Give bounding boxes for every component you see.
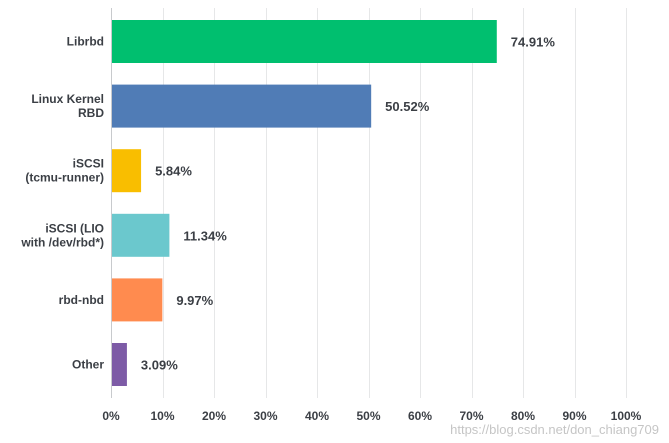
bar — [112, 149, 142, 193]
x-axis-tick-labels: 0% 10% 20% 30% 40% 50% 60% 70% 80% 90% 100% — [102, 409, 641, 423]
x-tick-label: 100% — [611, 409, 642, 423]
bar — [112, 84, 372, 128]
x-tick-label: 30% — [253, 409, 277, 423]
category-label-line: (tcmu-runner) — [25, 171, 104, 185]
grid-lines — [111, 8, 627, 398]
x-tick-label: 70% — [459, 409, 483, 423]
value-label: 3.09% — [141, 358, 178, 373]
bars — [112, 20, 497, 386]
category-label-line: with /dev/rbd*) — [20, 235, 104, 249]
category-label: iSCSI(tcmu-runner) — [25, 157, 104, 185]
x-tick-label: 40% — [305, 409, 329, 423]
category-label-line: RBD — [78, 106, 104, 120]
x-tick-label: 10% — [150, 409, 174, 423]
x-tick-label: 0% — [102, 409, 120, 423]
category-label: Librbd — [67, 35, 104, 49]
category-label-line: Other — [72, 358, 104, 372]
category-label: Other — [72, 358, 104, 372]
bar — [112, 343, 127, 386]
x-tick-label: 90% — [562, 409, 586, 423]
value-label: 5.84% — [155, 164, 192, 179]
x-tick-label: 60% — [408, 409, 432, 423]
category-label-line: iSCSI — [73, 157, 104, 171]
category-label: rbd-nbd — [59, 293, 104, 307]
category-label-line: rbd-nbd — [59, 293, 104, 307]
bar — [112, 278, 163, 322]
x-tick-label: 50% — [356, 409, 380, 423]
x-tick-label: 20% — [202, 409, 226, 423]
category-label-line: Linux Kernel — [31, 92, 104, 106]
bar — [112, 20, 497, 63]
value-label: 11.34% — [183, 228, 227, 243]
value-labels: 74.91% 50.52% 5.84% 11.34% 9.97% 3.09% — [141, 35, 555, 373]
category-label-line: iSCSI (LIO — [45, 221, 104, 235]
x-tick-label: 80% — [511, 409, 535, 423]
value-label: 9.97% — [176, 293, 213, 308]
bar — [112, 213, 170, 257]
watermark: https://blog.csdn.net/don_chiang709 — [450, 422, 659, 437]
category-label-line: Librbd — [67, 35, 104, 49]
value-label: 50.52% — [385, 99, 430, 114]
value-label: 74.91% — [511, 35, 556, 50]
